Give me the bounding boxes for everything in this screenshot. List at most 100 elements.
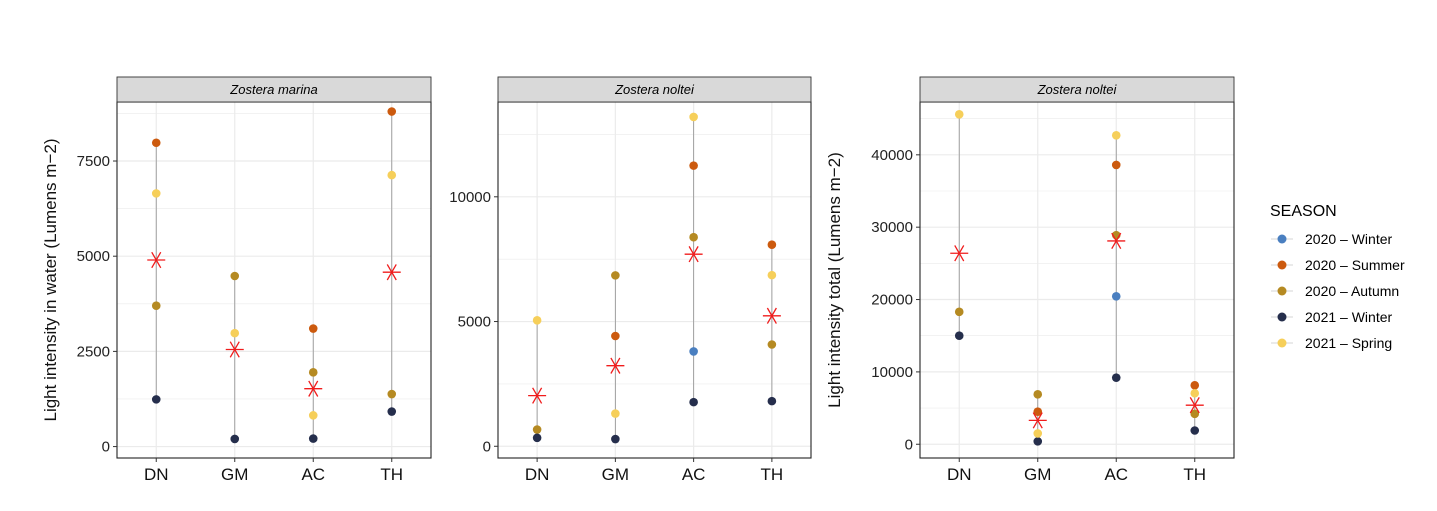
data-point: [230, 271, 240, 281]
data-point: [532, 315, 542, 325]
y-axis-title: Light intensity total (Lumens m−2): [825, 152, 844, 408]
panel-background: [920, 102, 1234, 458]
chart-panel: Zostera noltei 0 5000 10000 DN GM AC TH: [449, 76, 812, 484]
strip-label: Zostera noltei: [614, 82, 695, 97]
legend-key-swatch: [1277, 260, 1287, 270]
data-point: [532, 425, 542, 434]
legend-label: 2020 – Winter: [1305, 231, 1392, 247]
mean-marker-stroke: [1032, 412, 1043, 429]
data-point: [387, 407, 397, 416]
panel-background: [117, 102, 431, 458]
data-point: [387, 170, 397, 180]
strip-background: [497, 76, 812, 103]
data-point: [151, 395, 161, 404]
mean-marker: [1185, 397, 1204, 414]
legend-title: SEASON: [1270, 203, 1337, 220]
data-point: [689, 232, 698, 242]
mean-marker-stroke: [766, 307, 777, 324]
mean-marker: [684, 246, 703, 263]
chart-panels: Zostera marina 0 2500 5000 7500 DN GM AC TH Light…: [41, 76, 1235, 484]
mean-marker-stroke: [1189, 397, 1200, 414]
data-point: [954, 331, 964, 341]
data-point: [611, 331, 620, 341]
data-point: [151, 189, 161, 198]
legend: SEASON 2020 – Winter 2020 – Summer 2020 …: [1270, 203, 1405, 351]
legend-item: 2020 – Winter: [1271, 231, 1392, 247]
y-tick-label: 7500: [77, 153, 110, 170]
chart-panel: Zostera marina 0 2500 5000 7500 DN GM AC TH Light…: [41, 76, 432, 484]
data-point: [954, 307, 964, 317]
x-tick-label: AC: [1104, 465, 1128, 484]
data-point: [387, 107, 397, 116]
data-point: [1111, 130, 1121, 140]
y-tick-label: 5000: [77, 248, 110, 265]
y-tick-label: 10000: [871, 364, 913, 381]
x-tick-label: DN: [144, 465, 169, 484]
data-point: [308, 324, 318, 333]
x-tick-label: GM: [602, 465, 629, 484]
x-tick-label: TH: [761, 465, 784, 484]
data-point: [767, 340, 777, 349]
x-tick-label: GM: [1024, 465, 1051, 484]
mean-marker-stroke: [954, 245, 965, 262]
data-point: [1190, 409, 1200, 419]
data-point: [1111, 291, 1121, 301]
x-tick-label: AC: [682, 465, 706, 484]
data-point: [767, 240, 777, 249]
mean-marker-stroke: [386, 264, 397, 281]
data-point: [767, 270, 777, 280]
mean-marker-stroke: [1111, 232, 1122, 250]
y-tick-label: 5000: [458, 314, 491, 331]
data-point: [308, 368, 318, 377]
x-tick-label: GM: [221, 465, 248, 484]
data-point: [1111, 160, 1121, 170]
data-point: [230, 434, 240, 444]
mean-marker-stroke: [610, 357, 621, 374]
mean-marker: [225, 341, 244, 358]
data-point: [151, 138, 161, 148]
data-point: [1033, 390, 1043, 399]
legend-label: 2020 – Summer: [1305, 257, 1405, 273]
legend-key-swatch: [1277, 234, 1287, 244]
data-point: [230, 328, 240, 338]
mean-marker: [950, 245, 969, 262]
data-point: [689, 347, 698, 356]
y-tick-label: 20000: [871, 292, 913, 309]
mean-marker: [304, 380, 323, 397]
data-point: [689, 112, 698, 122]
legend-item: 2021 – Winter: [1271, 309, 1392, 325]
data-point: [954, 110, 964, 119]
y-tick-label: 0: [102, 439, 110, 456]
mean-marker: [762, 307, 781, 324]
mean-marker: [147, 251, 166, 269]
data-point: [611, 434, 620, 444]
data-point: [611, 409, 620, 418]
legend-item: 2020 – Autumn: [1271, 283, 1399, 299]
mean-marker-stroke: [151, 251, 162, 269]
data-point: [611, 271, 620, 280]
legend-label: 2021 – Spring: [1305, 335, 1392, 351]
data-point: [308, 434, 318, 443]
data-point: [1190, 380, 1200, 390]
mean-marker: [528, 387, 547, 404]
data-point: [1190, 426, 1200, 435]
legend-key-swatch: [1277, 312, 1287, 322]
x-tick-label: AC: [301, 465, 325, 484]
mean-marker: [1028, 412, 1047, 429]
data-point: [532, 433, 542, 443]
y-tick-label: 2500: [77, 343, 110, 360]
x-tick-label: TH: [1183, 465, 1206, 484]
data-point: [1033, 429, 1043, 438]
data-point: [308, 411, 318, 420]
strip-background: [919, 76, 1235, 103]
data-point: [1111, 373, 1121, 382]
data-point: [689, 161, 698, 170]
strip-background: [116, 76, 432, 103]
legend-label: 2020 – Autumn: [1305, 283, 1399, 299]
legend-item: 2021 – Spring: [1271, 335, 1392, 351]
data-point: [767, 396, 777, 406]
mean-marker-stroke: [532, 387, 543, 404]
strip-label: Zostera noltei: [1037, 82, 1118, 97]
chart-panel: Zostera noltei 0 10000 20000 30000 40000 DN GM A…: [825, 76, 1235, 484]
